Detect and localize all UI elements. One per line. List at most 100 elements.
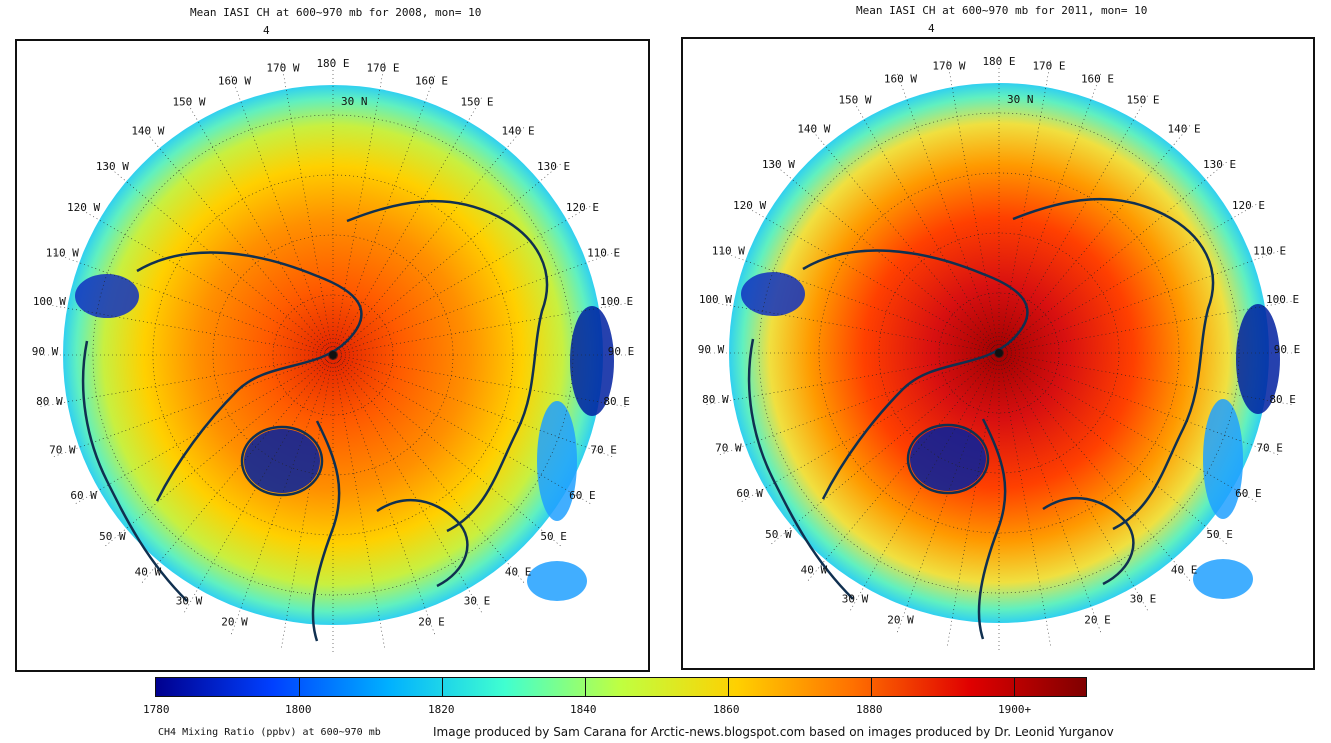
longitude-label: 20 W xyxy=(887,614,914,627)
longitude-label: 30 W xyxy=(842,592,869,605)
longitude-label: 150 E xyxy=(460,96,493,109)
colorbar-tick-0: 1780 xyxy=(143,703,170,716)
colorbar xyxy=(155,677,1087,697)
longitude-label: 80 E xyxy=(603,395,630,408)
coastline xyxy=(1012,198,1215,531)
longitude-label: 60 W xyxy=(70,489,97,502)
longitude-label: 160 E xyxy=(415,74,448,87)
coastline xyxy=(1042,496,1135,586)
coastline xyxy=(376,498,469,588)
longitude-label: 30 E xyxy=(1130,592,1157,605)
colorbar-divider xyxy=(871,678,873,696)
longitude-label: 110 E xyxy=(1253,244,1286,257)
panel-title-2011: Mean IASI CH at 600~970 mb for 2011, mon… xyxy=(856,4,1148,17)
colorbar-tick-5: 1880 xyxy=(856,703,883,716)
longitude-label: 170 W xyxy=(932,59,965,72)
ch4-polar-map-2011: 180 E 170 E 160 E 150 E 140 E 130 E 120 E 110 E… xyxy=(698,53,1301,653)
colorbar-divider xyxy=(1014,678,1016,696)
coastline xyxy=(346,200,549,533)
colorbar-divider xyxy=(728,678,730,696)
longitude-label: 70 E xyxy=(590,444,617,457)
low-ch4-patch xyxy=(1203,399,1243,519)
colorbar-tick-1: 1800 xyxy=(285,703,312,716)
colorbar-tick-3: 1840 xyxy=(570,703,597,716)
map-panel-2011: 180 E 170 E 160 E 150 E 140 E 130 E 120 E 110 E… xyxy=(681,37,1315,670)
longitude-label: 140 W xyxy=(131,124,164,137)
coastline xyxy=(136,251,363,502)
longitude-label: 110 W xyxy=(46,246,79,259)
longitude-label: 130 W xyxy=(96,160,129,173)
longitude-label: 180 E xyxy=(982,55,1015,68)
longitude-label: 40 E xyxy=(1171,564,1198,577)
longitude-label: 140 E xyxy=(1168,122,1201,135)
longitude-label: 30 W xyxy=(176,594,203,607)
longitude-label: 120 W xyxy=(733,199,766,212)
longitude-label: 120 W xyxy=(67,201,100,214)
longitude-label: 130 E xyxy=(1203,158,1236,171)
longitude-label: 90 W xyxy=(698,343,725,356)
longitude-label: 70 W xyxy=(49,444,76,457)
longitude-label: 180 E xyxy=(316,57,349,70)
greenland-outline xyxy=(240,425,324,497)
longitude-label: 60 W xyxy=(736,487,763,500)
low-ch4-patch xyxy=(741,272,805,316)
longitude-label: 100 W xyxy=(33,295,66,308)
panel-title-2008: Mean IASI CH at 600~970 mb for 2008, mon… xyxy=(190,6,482,19)
longitude-label: 50 W xyxy=(99,530,126,543)
longitude-label: 150 W xyxy=(172,96,205,109)
map-panel-2008: 180 E 170 E 160 E 150 E 140 E 130 E 120 E 110 E… xyxy=(15,39,650,672)
longitude-label: 140 W xyxy=(797,122,830,135)
longitude-label: 100 E xyxy=(1266,293,1299,306)
longitude-label: 80 E xyxy=(1269,393,1296,406)
longitude-label: 20 W xyxy=(221,616,248,629)
longitude-label: 40 W xyxy=(801,564,828,577)
coastline xyxy=(747,338,854,600)
longitude-label: 130 E xyxy=(537,160,570,173)
low-ch4-patch xyxy=(537,401,577,521)
latitude-label: 30 N xyxy=(1007,93,1034,106)
longitude-label: 20 E xyxy=(418,616,445,629)
longitude-label: 120 E xyxy=(1232,199,1265,212)
low-ch4-patch xyxy=(1193,559,1253,599)
longitude-label: 90 W xyxy=(32,345,59,358)
longitude-label: 150 E xyxy=(1126,94,1159,107)
low-ch4-patch xyxy=(570,306,614,416)
longitude-label: 130 W xyxy=(762,158,795,171)
longitude-label: 110 W xyxy=(712,244,745,257)
longitude-label: 150 W xyxy=(838,94,871,107)
colorbar-tick-4: 1860 xyxy=(713,703,740,716)
longitude-label: 50 E xyxy=(1206,528,1233,541)
longitude-label: 50 W xyxy=(765,528,792,541)
longitude-label: 20 E xyxy=(1084,614,1111,627)
longitude-label: 160 W xyxy=(218,74,251,87)
colorbar-tick-6: 1900+ xyxy=(998,703,1032,716)
top-label-right: 4 xyxy=(928,22,935,35)
longitude-label: 80 W xyxy=(36,395,63,408)
longitude-label: 160 E xyxy=(1081,72,1114,85)
longitude-label: 70 W xyxy=(715,442,742,455)
colorbar-divider xyxy=(585,678,587,696)
colorbar-tick-2: 1820 xyxy=(428,703,455,716)
latitude-label: 30 N xyxy=(341,95,368,108)
longitude-label: 40 W xyxy=(135,566,162,579)
longitude-label: 60 E xyxy=(1235,487,1262,500)
longitude-label: 160 W xyxy=(884,72,917,85)
longitude-label: 170 E xyxy=(366,61,399,74)
low-ch4-patch xyxy=(1236,304,1280,414)
coastline xyxy=(311,420,341,642)
longitude-label: 110 E xyxy=(587,246,620,259)
longitude-label: 70 E xyxy=(1256,442,1283,455)
top-label-left: 4 xyxy=(263,24,270,37)
north-pole-marker xyxy=(329,351,337,359)
low-ch4-patch xyxy=(527,561,587,601)
longitude-label: 120 E xyxy=(566,201,599,214)
longitude-label: 90 E xyxy=(1274,343,1301,356)
north-pole-marker xyxy=(995,349,1003,357)
longitude-label: 170 E xyxy=(1032,59,1065,72)
longitude-label: 50 E xyxy=(540,530,567,543)
colorbar-divider xyxy=(442,678,444,696)
longitude-label: 30 E xyxy=(464,594,491,607)
low-ch4-patch xyxy=(244,429,320,493)
low-ch4-patch xyxy=(910,427,986,491)
coastline xyxy=(802,249,1029,500)
